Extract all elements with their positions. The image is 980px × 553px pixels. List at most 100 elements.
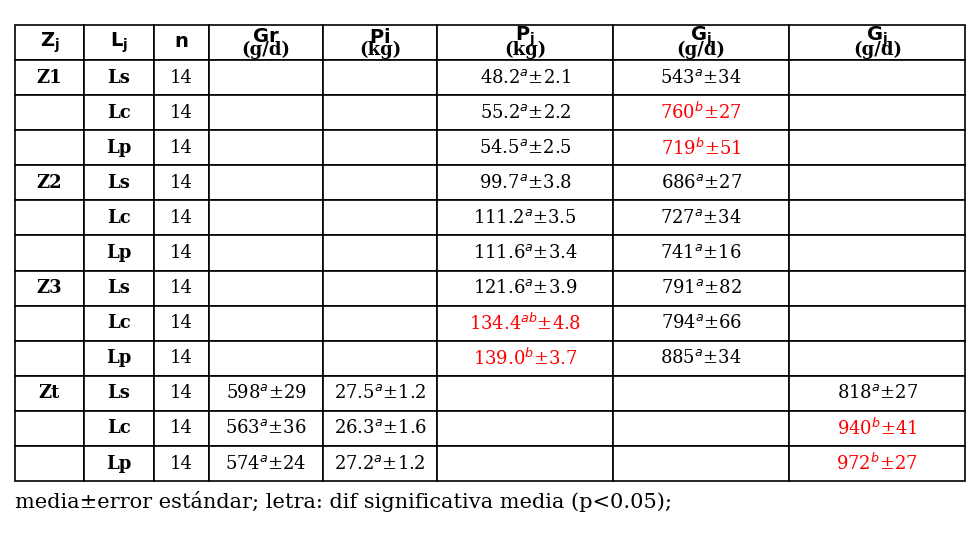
Text: 818$^a$±27: 818$^a$±27 — [837, 384, 918, 403]
Text: 139.0$^b$±3.7: 139.0$^b$±3.7 — [473, 348, 577, 369]
Bar — [84, 200, 154, 236]
Bar — [789, 25, 965, 60]
Bar — [613, 270, 789, 306]
Bar — [84, 306, 154, 341]
Text: 727$^a$±34: 727$^a$±34 — [661, 209, 742, 227]
Text: 27.2$^a$±1.2: 27.2$^a$±1.2 — [334, 455, 425, 473]
Bar — [154, 165, 209, 200]
Bar — [323, 236, 437, 270]
Text: 134.4$^{ab}$±4.8: 134.4$^{ab}$±4.8 — [469, 312, 581, 334]
Text: 791$^a$±82: 791$^a$±82 — [661, 279, 742, 297]
Bar — [437, 341, 613, 376]
Text: 14: 14 — [170, 139, 193, 156]
Bar — [209, 306, 323, 341]
Bar — [209, 236, 323, 270]
Text: 885$^a$±34: 885$^a$±34 — [661, 349, 742, 367]
Text: Lp: Lp — [106, 139, 131, 156]
Text: Z1: Z1 — [36, 69, 63, 86]
Bar — [15, 165, 84, 200]
Bar — [613, 411, 789, 446]
Bar — [209, 165, 323, 200]
Text: Ls: Ls — [108, 279, 130, 297]
Bar — [323, 411, 437, 446]
Bar — [613, 376, 789, 411]
Bar — [437, 236, 613, 270]
Bar — [154, 411, 209, 446]
Text: $\mathbf{Gr}$: $\mathbf{Gr}$ — [252, 28, 279, 46]
Bar — [613, 95, 789, 130]
Bar — [15, 130, 84, 165]
Bar — [323, 95, 437, 130]
Bar — [789, 341, 965, 376]
Bar — [437, 446, 613, 481]
Bar — [437, 376, 613, 411]
Bar — [437, 200, 613, 236]
Bar — [15, 376, 84, 411]
Bar — [789, 306, 965, 341]
Bar — [209, 446, 323, 481]
Bar — [323, 306, 437, 341]
Bar — [15, 446, 84, 481]
Text: 14: 14 — [170, 349, 193, 367]
Text: Lp: Lp — [106, 455, 131, 473]
Bar — [323, 60, 437, 95]
Text: Ls: Ls — [108, 384, 130, 403]
Text: 543$^a$±34: 543$^a$±34 — [661, 69, 742, 86]
Text: 686$^a$±27: 686$^a$±27 — [661, 174, 742, 192]
Text: Lp: Lp — [106, 244, 131, 262]
Bar — [154, 25, 209, 60]
Bar — [613, 306, 789, 341]
Text: 121.6$^a$±3.9: 121.6$^a$±3.9 — [473, 279, 577, 297]
Text: $\mathbf{n}$: $\mathbf{n}$ — [174, 33, 188, 51]
Text: 14: 14 — [170, 384, 193, 403]
Bar — [154, 306, 209, 341]
Text: 598$^a$±29: 598$^a$±29 — [225, 384, 306, 403]
Bar — [613, 341, 789, 376]
Bar — [437, 306, 613, 341]
Bar — [323, 200, 437, 236]
Bar — [15, 411, 84, 446]
Bar — [209, 95, 323, 130]
Text: 55.2$^a$±2.2: 55.2$^a$±2.2 — [479, 103, 571, 122]
Bar — [613, 60, 789, 95]
Bar — [15, 270, 84, 306]
Bar — [323, 25, 437, 60]
Bar — [84, 165, 154, 200]
Bar — [15, 60, 84, 95]
Text: 27.5$^a$±1.2: 27.5$^a$±1.2 — [334, 384, 426, 403]
Bar — [323, 341, 437, 376]
Bar — [154, 446, 209, 481]
Bar — [209, 341, 323, 376]
Text: (kg): (kg) — [504, 41, 546, 59]
Bar — [84, 25, 154, 60]
Text: (g/d): (g/d) — [853, 41, 902, 59]
Bar — [84, 95, 154, 130]
Text: 54.5$^a$±2.5: 54.5$^a$±2.5 — [479, 139, 571, 156]
Bar — [154, 130, 209, 165]
Text: Lc: Lc — [107, 209, 130, 227]
Text: $\mathbf{P_j}$: $\mathbf{P_j}$ — [515, 25, 535, 49]
Text: Ls: Ls — [108, 69, 130, 86]
Text: 14: 14 — [170, 420, 193, 437]
Bar — [437, 130, 613, 165]
Bar — [84, 130, 154, 165]
Text: 760$^b$±27: 760$^b$±27 — [661, 102, 742, 123]
Bar — [209, 200, 323, 236]
Bar — [15, 341, 84, 376]
Bar — [209, 270, 323, 306]
Bar — [437, 165, 613, 200]
Text: 14: 14 — [170, 244, 193, 262]
Bar — [789, 411, 965, 446]
Bar — [437, 25, 613, 60]
Bar — [154, 376, 209, 411]
Text: 14: 14 — [170, 69, 193, 86]
Text: 14: 14 — [170, 209, 193, 227]
Text: 99.7$^a$±3.8: 99.7$^a$±3.8 — [479, 174, 571, 192]
Bar — [209, 130, 323, 165]
Bar — [209, 376, 323, 411]
Text: 14: 14 — [170, 174, 193, 192]
Bar — [789, 270, 965, 306]
Bar — [154, 95, 209, 130]
Bar — [15, 306, 84, 341]
Text: 26.3$^a$±1.6: 26.3$^a$±1.6 — [333, 420, 426, 437]
